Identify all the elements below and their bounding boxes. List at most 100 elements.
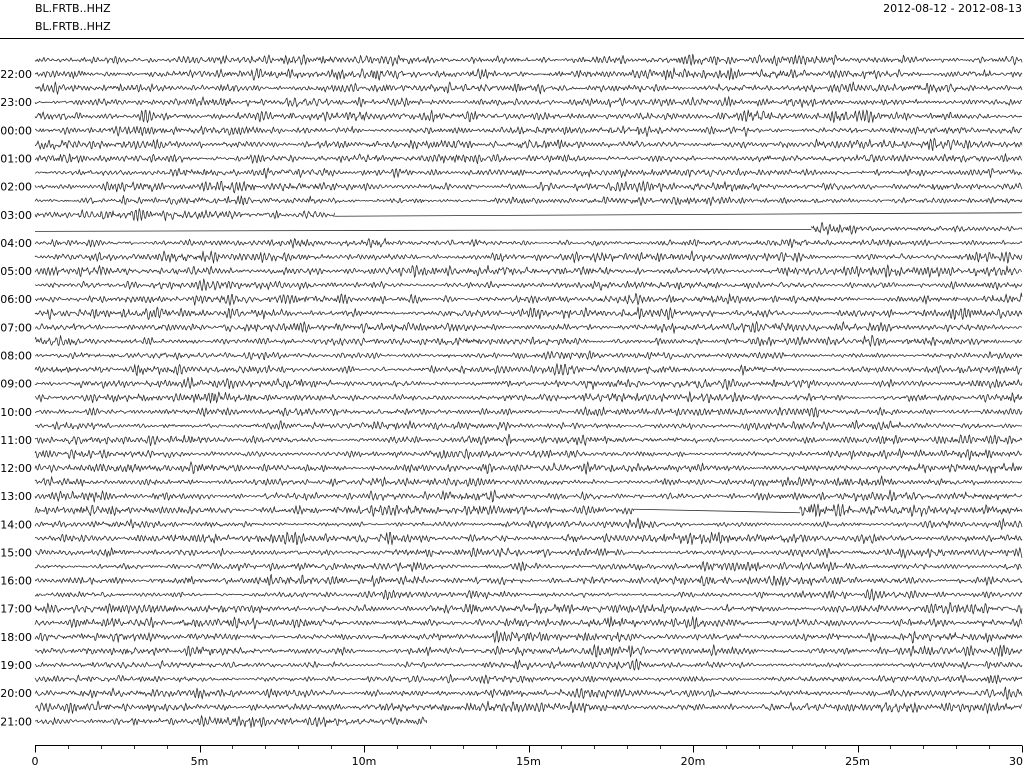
trace-row: [34, 195, 1023, 207]
trace-row: [34, 96, 1023, 108]
hour-label: 06:00: [0, 293, 32, 306]
trace-row: [34, 448, 1023, 461]
trace-row: [34, 686, 1023, 700]
waveform-segment: [34, 475, 1023, 487]
waveform-segment: [34, 505, 635, 517]
trace-row: [34, 306, 1023, 320]
hour-label: 15:00: [0, 546, 32, 559]
trace-row: [34, 674, 1023, 685]
trace-row: [34, 630, 1023, 644]
waveform-segment: [34, 208, 335, 222]
trace-row: [34, 153, 1023, 165]
trace-row: [34, 264, 1023, 278]
waveform-segment: [34, 588, 1023, 601]
waveform-segment: [811, 222, 1023, 236]
trace-row: [34, 67, 1023, 81]
trace-row: [34, 350, 1023, 361]
hour-label: 07:00: [0, 321, 32, 334]
hour-label: 12:00: [0, 462, 32, 475]
trace-row: [34, 503, 1023, 517]
hour-label: 09:00: [0, 378, 32, 391]
trace-row: [34, 574, 1023, 588]
waveform-segment: [34, 674, 1023, 685]
trace-row: [34, 461, 1023, 475]
waveform-segment: [34, 350, 1023, 361]
x-axis-ticks: 0 5m 10m 15m 20m 25m 30: [32, 745, 1023, 768]
waveform-segment: [34, 334, 1023, 347]
waveform-segment: [34, 644, 1023, 658]
hour-label: 01:00: [0, 152, 32, 165]
waveform-segment: [34, 292, 1023, 306]
trace-row: [34, 334, 1023, 347]
trace-row: [34, 109, 1023, 123]
trace-row: [34, 547, 1023, 559]
hour-label: 17:00: [0, 603, 32, 616]
waveform-segment: [34, 363, 1023, 377]
axes-title: BL.FRTB..HHZ: [35, 20, 111, 33]
x-tick-label: 30: [1009, 755, 1023, 768]
trace-row: [34, 588, 1023, 601]
hour-label: 21:00: [0, 715, 32, 728]
trace-row: [34, 208, 1023, 222]
hour-label: 08:00: [0, 349, 32, 362]
trace-row: [34, 237, 1023, 249]
trace-row: [34, 644, 1023, 658]
date-range-label: 2012-08-12 - 2012-08-13: [883, 2, 1022, 15]
waveform-segment: [34, 531, 1023, 545]
trace-row: [34, 125, 1023, 137]
flat-segment: [633, 508, 800, 514]
waveform-segment: [34, 700, 1023, 714]
waveform-segment: [34, 547, 1023, 559]
x-tick-label: 0: [32, 755, 39, 768]
waveform-segment: [34, 630, 1023, 644]
waveform-segment: [34, 81, 1023, 95]
waveform-segment: [34, 153, 1023, 165]
waveform-segment: [34, 489, 1023, 503]
hour-label: 04:00: [0, 237, 32, 250]
trace-row: [34, 616, 1023, 630]
trace-row: [34, 81, 1023, 95]
trace-row: [34, 602, 1023, 615]
hour-label: 23:00: [0, 96, 32, 109]
waveform-segment: [34, 237, 1023, 249]
hour-label: 13:00: [0, 490, 32, 503]
trace-row: [34, 278, 1023, 291]
trace-row: [34, 321, 1023, 334]
trace-row: [34, 517, 1023, 530]
waveform-segment: [34, 686, 1023, 700]
trace-row: [34, 222, 1023, 236]
waveform-segment: [34, 278, 1023, 291]
waveform-segment: [34, 67, 1023, 81]
trace-row: [34, 363, 1023, 377]
waveform-segment: [799, 503, 1023, 517]
waveform-segment: [34, 419, 1023, 431]
waveform-segment: [34, 167, 1023, 179]
flat-segment: [34, 228, 812, 232]
waveform-segment: [34, 306, 1023, 320]
waveform-segment: [34, 406, 1023, 418]
trace-row: [34, 53, 1023, 67]
waveform-segment: [34, 461, 1023, 475]
waveform-segment: [34, 517, 1023, 530]
trace-row: [34, 391, 1023, 404]
trace-row: [34, 250, 1023, 264]
waveform-segment: [34, 391, 1023, 404]
hour-label: 19:00: [0, 659, 32, 672]
waveform-segment: [34, 658, 1023, 671]
hour-label: 20:00: [0, 687, 32, 700]
trace-row: [34, 167, 1023, 179]
trace-row: [34, 489, 1023, 503]
waveform-segment: [34, 250, 1023, 264]
trace-row: [34, 419, 1023, 431]
trace-row: [34, 715, 427, 728]
trace-row: [34, 658, 1023, 671]
hour-label: 18:00: [0, 631, 32, 644]
waveform-segment: [34, 195, 1023, 207]
trace-row: [34, 377, 1023, 391]
plot-title: BL.FRTB..HHZ: [35, 2, 111, 15]
trace-row: [34, 561, 1023, 572]
trace-rows: [34, 53, 1023, 728]
x-tick-label: 5m: [191, 755, 209, 768]
waveform-segment: [34, 109, 1023, 123]
